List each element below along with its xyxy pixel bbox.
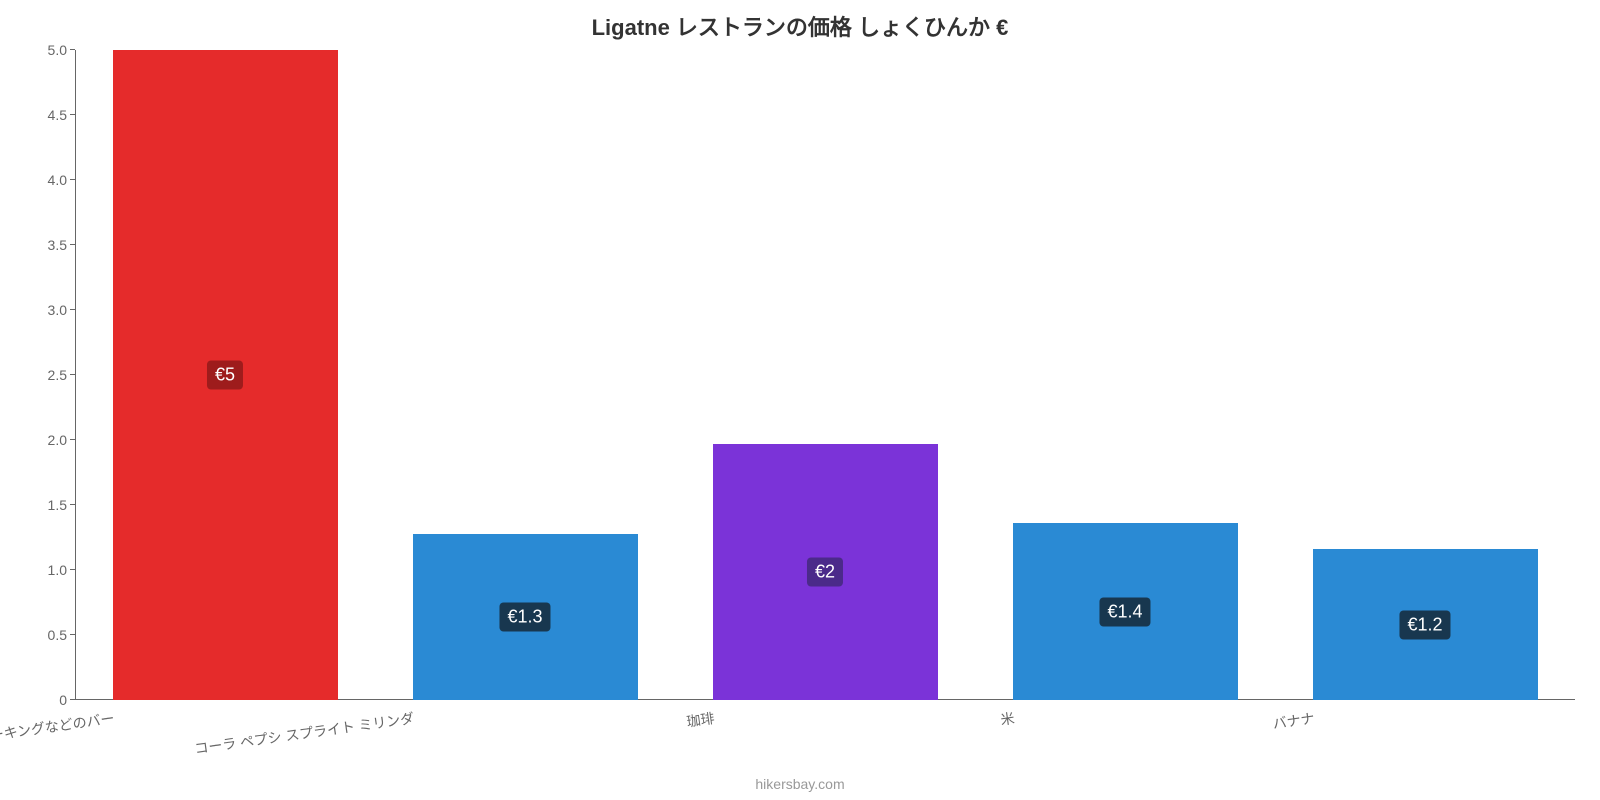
bar-value-label: €2 <box>807 557 843 586</box>
x-tick-label: 米 <box>999 708 1016 730</box>
x-tick-label: コーラ ペプシ スプライト ミリンダ <box>193 708 415 759</box>
y-tick-label: 4.0 <box>48 172 67 188</box>
bar: €1.3 <box>413 534 638 700</box>
y-tick-mark <box>70 374 75 375</box>
x-tick-label: マックバーガーキングなどのバー <box>0 708 115 757</box>
bar: €5 <box>113 50 338 700</box>
bar-value-label: €1.2 <box>1399 610 1450 639</box>
chart-title: Ligatne レストランの価格 しょくひんか € <box>0 10 1600 42</box>
y-tick-mark <box>70 504 75 505</box>
y-tick-mark <box>70 244 75 245</box>
y-tick-mark <box>70 179 75 180</box>
y-tick-mark <box>70 699 75 700</box>
bar: €1.2 <box>1313 549 1538 700</box>
y-tick-mark <box>70 569 75 570</box>
bar: €1.4 <box>1013 523 1238 700</box>
y-tick-label: 2.5 <box>48 367 67 383</box>
y-tick-label: 5.0 <box>48 42 67 58</box>
y-tick-label: 1.5 <box>48 497 67 513</box>
bar-value-label: €1.4 <box>1099 597 1150 626</box>
price-chart: Ligatne レストランの価格 しょくひんか € 00.51.01.52.02… <box>0 0 1600 800</box>
y-tick-mark <box>70 309 75 310</box>
y-tick-label: 3.0 <box>48 302 67 318</box>
y-tick-mark <box>70 439 75 440</box>
y-tick-label: 0.5 <box>48 627 67 643</box>
attribution: hikersbay.com <box>0 776 1600 792</box>
bar: €2 <box>713 444 938 700</box>
y-tick-mark <box>70 634 75 635</box>
y-tick-label: 3.5 <box>48 237 67 253</box>
y-tick-label: 2.0 <box>48 432 67 448</box>
bar-value-label: €1.3 <box>499 602 550 631</box>
y-axis <box>75 50 76 700</box>
y-tick-label: 4.5 <box>48 107 67 123</box>
bar-value-label: €5 <box>207 361 243 390</box>
y-tick-label: 1.0 <box>48 562 67 578</box>
y-tick-label: 0 <box>59 692 67 708</box>
x-tick-label: バナナ <box>1271 708 1315 734</box>
y-tick-mark <box>70 114 75 115</box>
x-tick-label: 珈琲 <box>685 708 716 732</box>
y-tick-mark <box>70 49 75 50</box>
plot-area: 00.51.01.52.02.53.03.54.04.55.0€5マックバーガー… <box>75 50 1575 700</box>
